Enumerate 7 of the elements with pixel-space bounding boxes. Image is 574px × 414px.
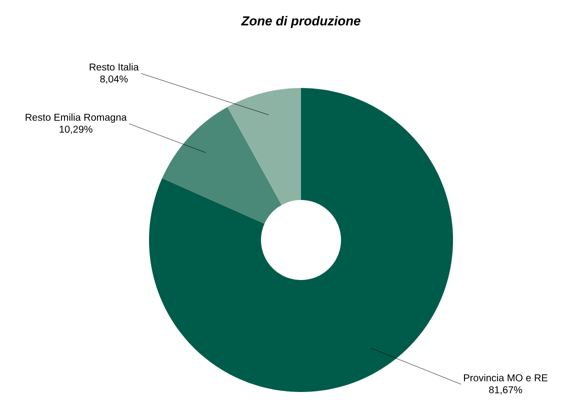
slice-label: Resto Emilia Romagna — [26, 113, 127, 123]
slice-label: Resto Italia — [90, 63, 139, 71]
data-label: 10,29% — [60, 126, 92, 134]
data-label: 81,67% — [489, 386, 522, 394]
data-label: 8,04% — [100, 75, 128, 84]
slice-label: Provincia MO e RE — [464, 374, 548, 382]
chart-title: Zone di produzione — [241, 16, 360, 28]
